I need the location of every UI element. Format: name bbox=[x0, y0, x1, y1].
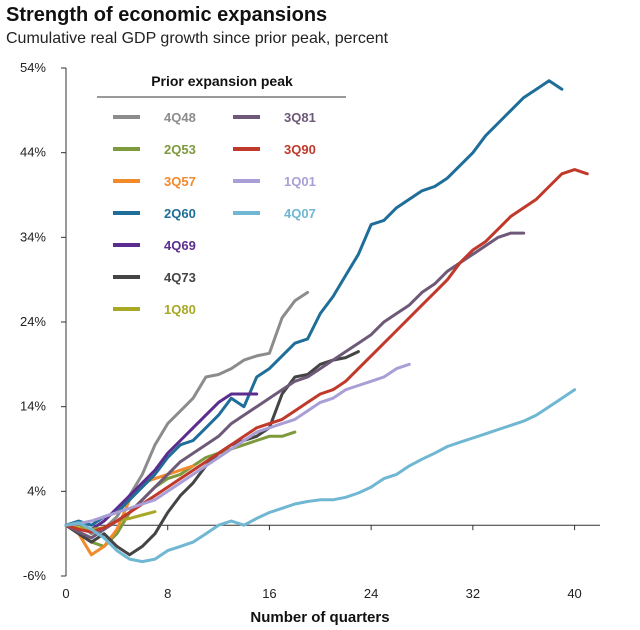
series-line-4Q73 bbox=[64, 350, 360, 557]
y-tick-label: 24% bbox=[20, 314, 46, 329]
series-line-3Q57 bbox=[64, 464, 195, 557]
legend-label-2Q60: 2Q60 bbox=[164, 206, 196, 221]
series-line-4Q48 bbox=[64, 290, 310, 536]
legend-label-1Q01: 1Q01 bbox=[284, 174, 316, 189]
y-tick-label: 54% bbox=[20, 60, 46, 75]
legend-label-4Q07: 4Q07 bbox=[284, 206, 316, 221]
legend-label-1Q80: 1Q80 bbox=[164, 302, 196, 317]
series-lines bbox=[64, 79, 589, 564]
series-line-3Q90 bbox=[64, 168, 589, 534]
x-tick-label: 0 bbox=[62, 586, 69, 601]
series-line-3Q81 bbox=[64, 231, 526, 540]
legend-label-4Q73: 4Q73 bbox=[164, 270, 196, 285]
y-tick-label: 34% bbox=[20, 229, 46, 244]
x-tick-label: 16 bbox=[262, 586, 276, 601]
y-tick-label: 4% bbox=[27, 483, 46, 498]
chart-subtitle: Cumulative real GDP growth since prior p… bbox=[6, 30, 389, 47]
x-tick-label: 32 bbox=[466, 586, 480, 601]
series-line-1Q01 bbox=[64, 362, 411, 527]
legend-label-3Q57: 3Q57 bbox=[164, 174, 196, 189]
legend-label-2Q53: 2Q53 bbox=[164, 142, 196, 157]
legend-label-4Q48: 4Q48 bbox=[164, 110, 196, 125]
legend-label-4Q69: 4Q69 bbox=[164, 238, 196, 253]
x-tick-label: 40 bbox=[567, 586, 581, 601]
x-tick-label: 8 bbox=[164, 586, 171, 601]
legend-title: Prior expansion peak bbox=[151, 73, 293, 89]
y-tick-label: 14% bbox=[20, 399, 46, 414]
y-tick-label: -6% bbox=[23, 568, 47, 583]
series-line-4Q07 bbox=[64, 388, 577, 564]
series-line-2Q60 bbox=[64, 79, 564, 527]
x-axis-label: Number of quarters bbox=[250, 609, 390, 626]
x-tick-label: 24 bbox=[364, 586, 378, 601]
y-tick-label: 44% bbox=[20, 145, 46, 160]
series-line-4Q69 bbox=[64, 392, 259, 531]
axes: -6% 4% 14% 24% 34% 44% 54% 0 8 16 24 32 40 bbox=[20, 60, 600, 601]
legend-label-3Q81: 3Q81 bbox=[284, 110, 316, 125]
chart-title: Strength of economic expansions bbox=[6, 4, 328, 26]
legend-label-3Q90: 3Q90 bbox=[284, 142, 316, 157]
legend: Prior expansion peak 4Q48 2Q53 3Q57 2Q60 4Q69… bbox=[97, 73, 346, 317]
